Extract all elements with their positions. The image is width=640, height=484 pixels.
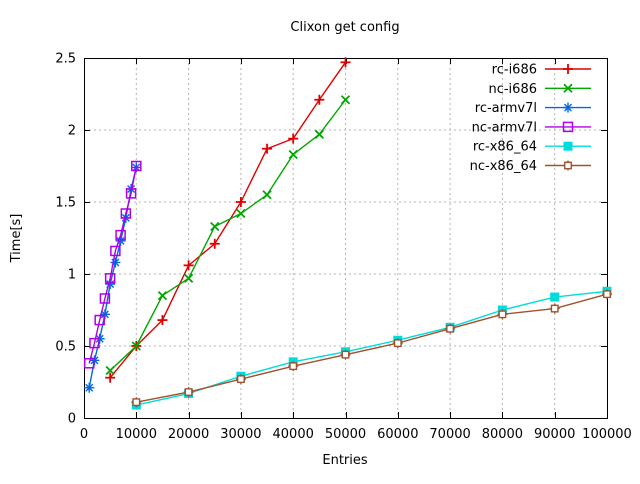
legend-label-nc-i686: nc-i686 bbox=[488, 82, 537, 97]
y-axis-tick-label: 2 bbox=[68, 124, 76, 139]
series-marker bbox=[183, 260, 194, 271]
legend: rc-i686 nc-i686 rc-armv7l nc-armv7l rc-x86_6… bbox=[470, 63, 591, 174]
series-marker bbox=[83, 358, 95, 369]
x-axis-tick-label: 30000 bbox=[220, 427, 261, 442]
series-marker bbox=[115, 229, 126, 241]
series-marker bbox=[84, 382, 95, 393]
series-marker bbox=[209, 238, 220, 249]
series-marker bbox=[262, 190, 272, 200]
x-axis-tick-label: 20000 bbox=[168, 427, 209, 442]
series-line bbox=[109, 61, 347, 379]
y-axis-tick-label: 1.5 bbox=[55, 196, 76, 211]
x-axis-tick-label: 10000 bbox=[116, 427, 157, 442]
grid bbox=[84, 58, 607, 418]
series-marker bbox=[602, 289, 612, 300]
series-marker bbox=[288, 133, 299, 144]
x-axis-tick-label: 90000 bbox=[534, 427, 575, 442]
series-marker bbox=[445, 323, 456, 334]
series-line bbox=[88, 165, 137, 364]
series-marker bbox=[131, 397, 142, 408]
series-line bbox=[109, 99, 347, 371]
series-nc-x86_64 bbox=[131, 289, 612, 408]
legend-row: rc-armv7l bbox=[475, 101, 591, 116]
series-marker bbox=[105, 372, 116, 383]
legend-label-nc-armv7l: nc-armv7l bbox=[472, 120, 537, 135]
series-marker bbox=[235, 197, 246, 207]
legend-row: rc-i686 bbox=[492, 63, 591, 78]
series-nc-armv7l bbox=[83, 160, 142, 369]
series-marker bbox=[563, 83, 573, 93]
series-line bbox=[136, 293, 608, 403]
series-marker bbox=[125, 188, 137, 199]
legend-label-rc-i686: rc-i686 bbox=[492, 63, 537, 78]
legend-row: nc-i686 bbox=[488, 82, 591, 97]
series-marker bbox=[183, 387, 194, 398]
axes-ticks: 0 10000 20000 30000 40000 50000 60000 70000 8000… bbox=[55, 52, 632, 443]
series-marker bbox=[563, 64, 573, 74]
series-marker bbox=[131, 341, 141, 351]
series-marker bbox=[497, 309, 508, 320]
legend-row: rc-x86_64 bbox=[473, 140, 591, 155]
series-marker bbox=[563, 141, 573, 151]
series-nc-i686 bbox=[105, 95, 351, 376]
series-marker bbox=[314, 94, 325, 105]
series-marker bbox=[340, 57, 351, 68]
series-marker bbox=[236, 208, 246, 219]
series-marker bbox=[563, 160, 573, 171]
x-axis-tick-label: 100000 bbox=[582, 427, 632, 442]
series-marker bbox=[262, 143, 273, 154]
series-marker bbox=[563, 102, 573, 113]
y-axis-tick-label: 2.5 bbox=[55, 52, 76, 67]
series-marker bbox=[562, 121, 574, 133]
x-axis-tick-label: 50000 bbox=[325, 427, 366, 442]
series-marker bbox=[340, 95, 351, 105]
y-axis-tick-label: 0 bbox=[68, 412, 76, 427]
legend-row: nc-x86_64 bbox=[470, 159, 591, 174]
series-marker bbox=[314, 129, 324, 139]
x-axis-tick-label: 60000 bbox=[377, 427, 418, 442]
series-marker bbox=[94, 314, 105, 326]
series-marker bbox=[340, 349, 351, 360]
series-marker bbox=[99, 293, 111, 304]
chart-title: Clixon get config bbox=[290, 20, 399, 35]
x-axis-tick-label: 0 bbox=[80, 427, 88, 442]
series-marker bbox=[392, 338, 403, 349]
legend-label-rc-armv7l: rc-armv7l bbox=[475, 101, 537, 116]
series-marker bbox=[235, 374, 246, 385]
series-marker bbox=[288, 361, 299, 372]
series-marker bbox=[157, 315, 168, 326]
series-marker bbox=[105, 365, 115, 376]
legend-row: nc-armv7l bbox=[472, 120, 591, 135]
series-marker bbox=[131, 160, 142, 172]
legend-label-rc-x86_64: rc-x86_64 bbox=[473, 140, 537, 155]
x-axis-label: Entries bbox=[322, 453, 368, 468]
x-axis-tick-label: 70000 bbox=[429, 427, 470, 442]
series-marker bbox=[120, 208, 132, 219]
legend-label-nc-x86_64: nc-x86_64 bbox=[470, 159, 537, 174]
series-marker bbox=[549, 303, 560, 314]
series-marker bbox=[288, 149, 298, 160]
series-marker bbox=[110, 245, 121, 257]
y-axis-label: Time[s] bbox=[9, 214, 24, 264]
series-marker bbox=[550, 292, 560, 302]
series-marker bbox=[104, 273, 116, 284]
series-marker bbox=[210, 221, 220, 232]
x-axis-tick-label: 80000 bbox=[482, 427, 523, 442]
series-marker bbox=[157, 290, 168, 301]
y-axis-tick-label: 0.5 bbox=[55, 340, 76, 355]
series-marker bbox=[183, 273, 194, 283]
y-axis-tick-label: 1 bbox=[68, 268, 76, 283]
series-marker bbox=[89, 337, 100, 349]
x-axis-tick-label: 40000 bbox=[273, 427, 314, 442]
